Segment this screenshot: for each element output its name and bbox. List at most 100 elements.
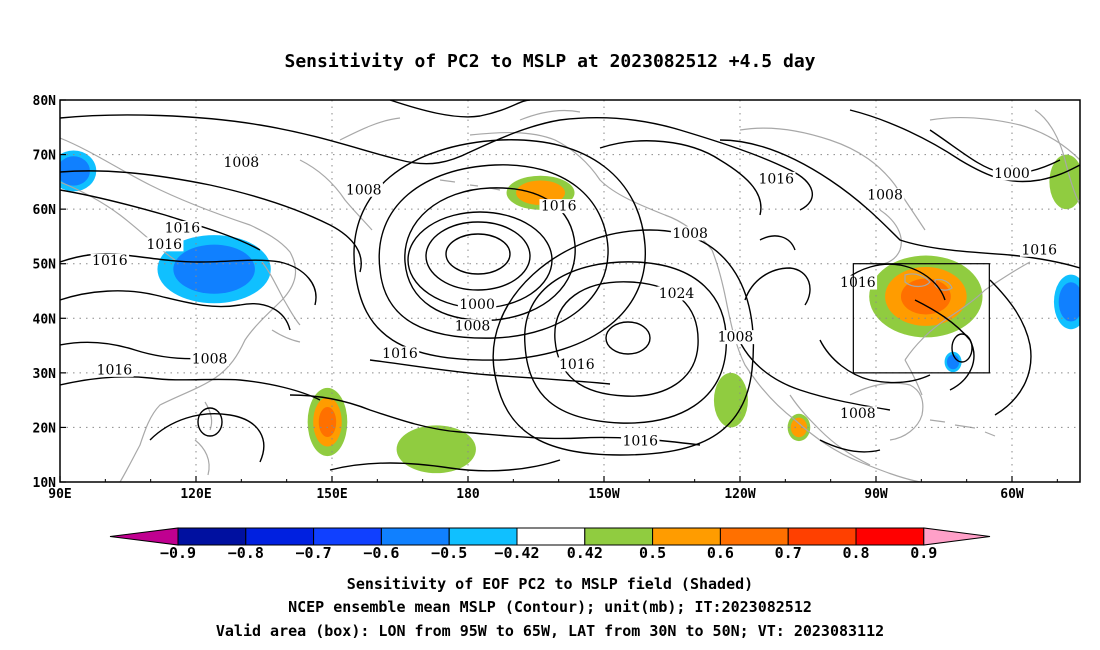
contour-label: 1000: [994, 166, 1030, 182]
lon-label: 60W: [1000, 487, 1024, 502]
contour-label-bg: [838, 406, 878, 421]
contour-label-bg: [757, 171, 796, 186]
colorbar-labels: −0.9 −0.8 −0.7 −0.6 −0.5 −0.42 0.42 0.5 0.6 0.7 0.…: [160, 544, 937, 562]
contour-label-bg: [222, 155, 261, 170]
caption-line-3: Valid area (box): LON from 95W to 65W, L…: [216, 622, 884, 640]
colorbar-tick-label: −0.9: [160, 544, 196, 562]
valid-area-box: [852, 263, 990, 374]
lon-label: 90W: [864, 487, 888, 502]
contour-label-bg: [557, 357, 596, 372]
colorbar-tick-label: 0.42: [567, 544, 603, 562]
sensitivity-patch: [723, 388, 739, 413]
sensitivity-patch: [793, 421, 804, 434]
lat-label: 40N: [33, 312, 57, 327]
contour-label: 1008: [867, 188, 903, 204]
colorbar-swatch: [448, 527, 518, 546]
contour-label: 1016: [146, 237, 182, 253]
axis-ticks: [59, 99, 1058, 483]
contour-label: 1016: [559, 357, 595, 373]
lon-label: 120E: [180, 487, 211, 502]
colorbar-tick-label: 0.6: [707, 544, 734, 562]
lat-label: 30N: [33, 367, 57, 382]
contour-label-bg: [657, 286, 696, 301]
colorbar: −0.9 −0.8 −0.7 −0.6 −0.5 −0.42 0.42 0.5 0.6 0.7 0.…: [109, 527, 991, 562]
lat-label: 10N: [33, 476, 57, 491]
contour-label-bg: [457, 297, 497, 312]
contour-label-bg: [539, 199, 578, 214]
colorbar-swatch: [380, 527, 450, 546]
caption-line-2: NCEP ensemble mean MSLP (Contour); unit(…: [288, 598, 812, 616]
contour-label: 1016: [840, 275, 876, 291]
contour-label-bg: [344, 182, 383, 197]
colorbar-swatch: [787, 527, 857, 546]
contour-label-bg: [190, 351, 229, 366]
contour-label: 1008: [224, 155, 260, 171]
contour-label-bg: [716, 330, 755, 345]
colorbar-swatch: [313, 527, 382, 546]
colorbar-swatches: [109, 527, 991, 546]
contour-label-bg: [621, 433, 660, 448]
colorbar-tick-label: 0.8: [842, 544, 869, 562]
lon-label: 150E: [316, 487, 347, 502]
colorbar-extend-high: [923, 527, 991, 546]
lat-label: 50N: [33, 258, 57, 273]
colorbar-tick-label: −0.8: [228, 544, 264, 562]
contour-label-bg: [838, 275, 878, 290]
lon-label: 120W: [724, 487, 755, 502]
lat-lon-grid: [60, 100, 1080, 482]
colorbar-tick-label: −0.6: [363, 544, 399, 562]
colorbar-tick-label: −0.7: [296, 544, 332, 562]
figure-title: Sensitivity of PC2 to MSLP at 2023082512…: [284, 51, 815, 72]
colorbar-tick-label: −0.5: [431, 544, 467, 562]
sensitivity-patch: [949, 357, 957, 367]
contour-label: 1016: [758, 171, 794, 187]
colorbar-tick-label: 0.5: [639, 544, 666, 562]
contour-label: 1008: [672, 226, 708, 242]
contour-label-bg: [670, 226, 710, 241]
contour-label: 1016: [165, 220, 201, 236]
lon-label: 180: [456, 487, 480, 502]
colorbar-tick-label: −0.42: [494, 544, 539, 562]
contour-label: 1016: [541, 199, 577, 215]
contour-label-bg: [145, 237, 184, 252]
lat-label: 60N: [33, 203, 57, 218]
contour-label: 1016: [622, 433, 658, 449]
contour-label: 1008: [455, 319, 491, 335]
colorbar-swatch: [516, 527, 586, 546]
lon-label: 150W: [588, 487, 619, 502]
colorbar-swatch: [652, 527, 721, 546]
contour-label-bg: [453, 319, 492, 334]
contour-label: 1000: [459, 297, 495, 313]
contour-label: 1008: [840, 406, 876, 422]
colorbar-tick-label: 0.7: [775, 544, 802, 562]
colorbar-swatch: [855, 527, 925, 546]
colorbar-swatch: [719, 527, 789, 546]
contour-label-bg: [992, 166, 1032, 181]
colorbar-swatch: [177, 527, 247, 546]
lat-label: 70N: [33, 149, 57, 164]
lat-label: 20N: [33, 421, 57, 436]
captions: Sensitivity of EOF PC2 to MSLP field (Sh…: [216, 575, 884, 640]
map-frame: [59, 99, 1081, 483]
colorbar-extend-low: [109, 527, 179, 546]
contour-label: 1016: [92, 253, 128, 269]
colorbar-swatch: [584, 527, 654, 546]
lon-label: 90E: [48, 487, 71, 502]
sensitivity-patch: [318, 406, 337, 437]
sensitivity-patch: [525, 185, 556, 201]
sensitivity-patch: [1063, 289, 1079, 314]
sensitivity-patch: [189, 254, 240, 285]
contour-label-bg: [1020, 242, 1059, 257]
lat-label: 80N: [33, 94, 57, 109]
contour-label-bg: [380, 346, 420, 361]
sensitivity-patch: [418, 438, 454, 460]
caption-line-1: Sensitivity of EOF PC2 to MSLP field (Sh…: [347, 575, 753, 593]
contour-label-bg: [163, 220, 202, 235]
contour-label: 1008: [718, 330, 754, 346]
contour-label-bg: [95, 362, 134, 377]
colorbar-tick-label: 0.9: [910, 544, 937, 562]
latitude-labels: 80N 70N 60N 50N 40N 30N 20N 10N: [33, 94, 57, 491]
